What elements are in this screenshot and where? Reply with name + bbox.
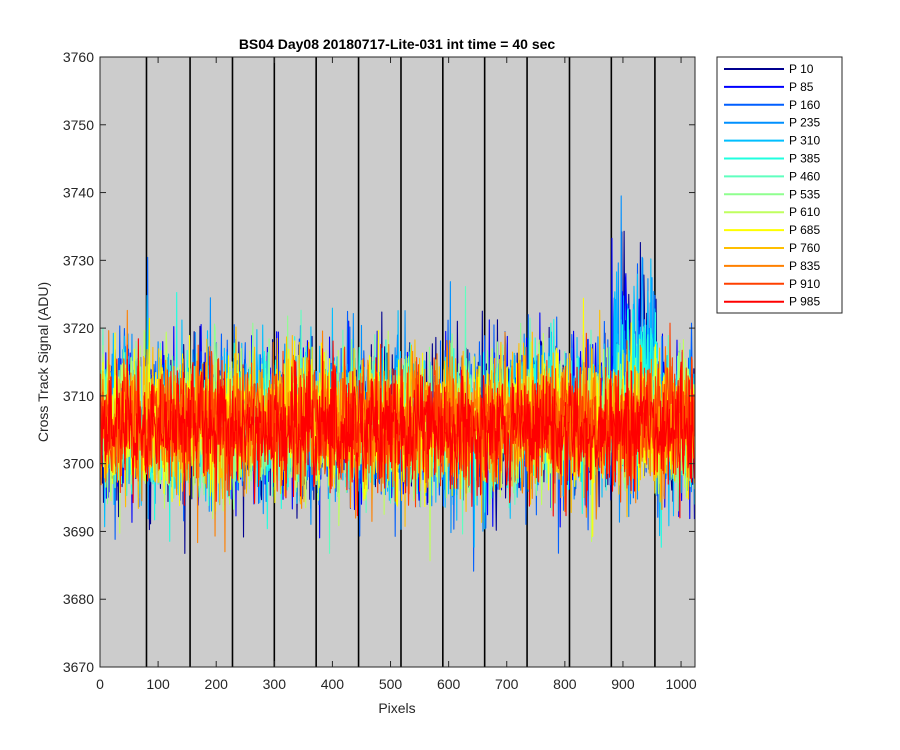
x-axis-label: Pixels — [378, 700, 415, 716]
legend-entry: P 10 — [789, 62, 814, 76]
x-tick-label: 700 — [495, 676, 519, 692]
series-line — [100, 338, 695, 519]
y-axis: 3670 3680 3690 3700 3710 3720 3730 3740 3750 3760 — [63, 49, 695, 675]
plot-frame — [99, 56, 696, 668]
legend-entry: P 310 — [789, 134, 820, 148]
legend-entry: P 985 — [789, 295, 820, 309]
series-layer — [100, 195, 695, 572]
legend-entry: P 835 — [789, 259, 820, 273]
x-tick-label: 400 — [321, 676, 345, 692]
x-tick-label: 1000 — [665, 676, 696, 692]
legend-entry: P 160 — [789, 98, 820, 112]
legend-entry: P 85 — [789, 80, 814, 94]
y-tick-label: 3710 — [63, 388, 94, 404]
y-tick-label: 3680 — [63, 591, 94, 607]
x-tick-label: 200 — [205, 676, 229, 692]
legend-entry: P 235 — [789, 116, 820, 130]
y-tick-label: 3690 — [63, 523, 94, 539]
legend-entry: P 535 — [789, 187, 820, 201]
legend-entry: P 385 — [789, 152, 820, 166]
legend: P 10 P 85 P 160 P 235 P 310 P 385 P 460 P 535 P … — [716, 56, 843, 314]
x-tick-label: 0 — [96, 676, 104, 692]
y-axis-label: Cross Track Signal (ADU) — [35, 282, 51, 442]
y-tick-label: 3670 — [63, 659, 94, 675]
x-tick-label: 600 — [437, 676, 461, 692]
y-tick-label: 3740 — [63, 185, 94, 201]
legend-entry: P 910 — [789, 277, 820, 291]
legend-entry: P 460 — [789, 169, 820, 183]
y-tick-label: 3760 — [63, 49, 94, 65]
y-tick-label: 3700 — [63, 456, 94, 472]
x-tick-label: 500 — [379, 676, 403, 692]
legend-entry: P 760 — [789, 241, 820, 255]
x-axis: 0 100 200 300 400 500 600 700 800 900 1000 — [96, 57, 697, 692]
legend-box — [716, 56, 843, 314]
y-tick-label: 3750 — [63, 117, 94, 133]
x-tick-label: 300 — [263, 676, 287, 692]
x-tick-label: 800 — [553, 676, 577, 692]
legend-entry: P 610 — [789, 205, 820, 219]
x-tick-label: 100 — [146, 676, 170, 692]
legend-entry: P 685 — [789, 223, 820, 237]
chart-title: BS04 Day08 20180717-Lite-031 int time = … — [239, 36, 556, 52]
y-tick-label: 3720 — [63, 320, 94, 336]
y-tick-label: 3730 — [63, 252, 94, 268]
x-tick-label: 900 — [611, 676, 635, 692]
